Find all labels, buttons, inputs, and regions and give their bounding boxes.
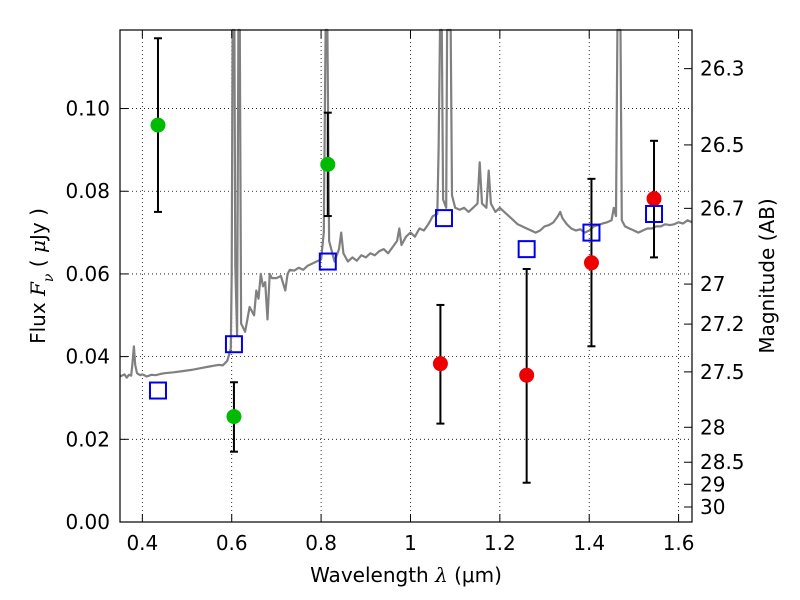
spectrum-line-layer <box>119 28 693 379</box>
x-tick-label: 0.6 <box>216 531 248 555</box>
model-square-marker <box>224 335 243 354</box>
model-square-marker <box>434 209 453 228</box>
model-square-marker <box>148 381 167 400</box>
y-axis-title-unit-rest: Jy ) <box>26 208 50 242</box>
y2-tick-label: 30 <box>700 495 725 519</box>
y-tick-label: 0.02 <box>65 427 110 451</box>
data-point <box>646 191 662 207</box>
y-axis-title-symbol: F <box>26 281 50 297</box>
x-tick-label: 0.8 <box>305 531 337 555</box>
x-axis-title-symbol: λ <box>434 563 448 587</box>
data-point <box>583 255 599 271</box>
x-axis-title-text: Wavelength <box>310 563 435 587</box>
x-tick-label: 1.2 <box>484 531 516 555</box>
y2-tick-label: 27 <box>700 272 725 296</box>
y-axis-title-unit-open: ( <box>26 253 50 274</box>
model-square-marker <box>582 223 601 242</box>
y2-tick-label: 28 <box>700 415 725 439</box>
y2-tick-label: 29 <box>700 472 725 496</box>
y-axis-title-subscript: ν <box>41 273 57 282</box>
markers-layer <box>148 37 664 484</box>
y-axis-title: Flux Fν ( μJy ) <box>26 208 57 344</box>
x-axis-title: Wavelength λ (μm) <box>310 563 502 587</box>
y-tick-label: 0.06 <box>65 262 110 286</box>
y2-tick-label: 27.5 <box>700 360 745 384</box>
x-tick-label: 1.6 <box>663 531 695 555</box>
x-axis-title-unit: (μm) <box>448 563 502 587</box>
axis-ticks: 0.4 0.6 0.8 1 1.2 1.4 1.6 0.00 0.02 0.04 0.06 0.08 0… <box>65 30 745 555</box>
grid-lines <box>120 30 692 523</box>
model-square-marker <box>318 252 337 271</box>
data-point <box>432 356 448 372</box>
data-point <box>519 367 535 383</box>
y2-axis-title: Magnitude (AB) <box>755 198 779 353</box>
y2-tick-label: 26.5 <box>700 133 745 157</box>
y-tick-label: 0.04 <box>65 345 110 369</box>
x-tick-label: 0.4 <box>126 531 158 555</box>
data-point <box>320 156 336 172</box>
y-axis-title-unit-mu: μ <box>26 240 50 253</box>
data-point <box>226 409 242 425</box>
y2-tick-label: 27.2 <box>700 312 745 336</box>
y2-tick-label: 26.3 <box>700 57 745 81</box>
model-square-marker <box>517 240 536 259</box>
y2-tick-label: 28.5 <box>700 450 745 474</box>
y-tick-label: 0.08 <box>65 179 110 203</box>
data-point <box>150 117 166 133</box>
model-square-marker <box>645 204 664 223</box>
plot-frame <box>119 29 693 523</box>
x-tick-label: 1.4 <box>573 531 605 555</box>
y2-tick-label: 26.7 <box>700 196 745 220</box>
y-axis-title-text: Flux <box>26 296 50 344</box>
x-tick-label: 1 <box>404 531 417 555</box>
spectrum-line <box>119 28 693 379</box>
y-tick-label: 0.10 <box>65 97 110 121</box>
y-tick-label: 0.00 <box>65 510 110 534</box>
